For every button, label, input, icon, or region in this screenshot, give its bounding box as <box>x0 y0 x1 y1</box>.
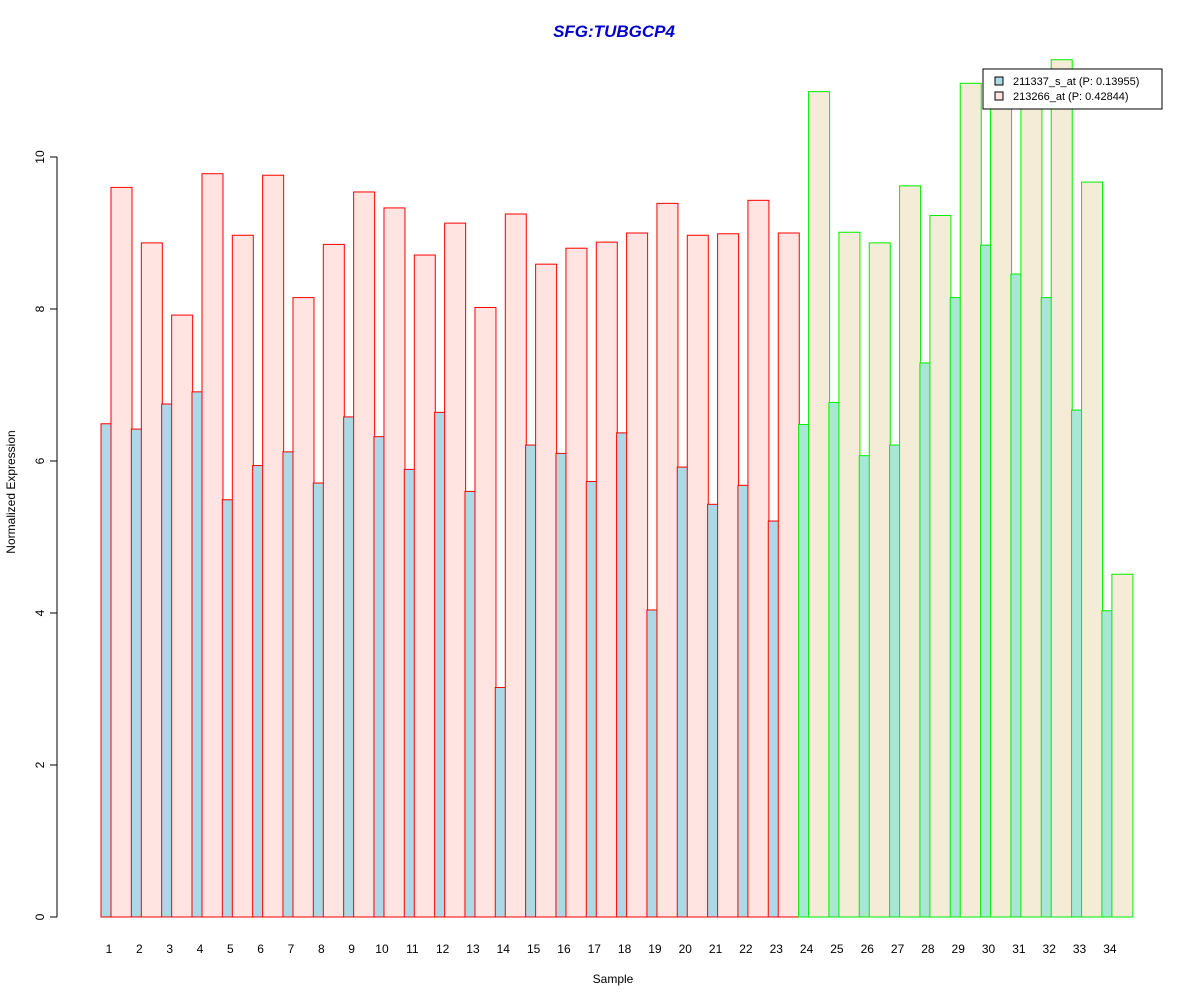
x-tick-label: 8 <box>318 942 325 956</box>
bar-series2-sample-30 <box>990 95 1013 918</box>
bar-series2-sample-11 <box>413 254 436 918</box>
x-tick-labels: 1 2 3 4 5 6 7 8 9 10 11 12 13 14 15 16 17 18 19 20 21 22 23 24 2… <box>106 942 1117 956</box>
x-tick-label: 24 <box>800 942 814 956</box>
legend-label: 213266_at (P: 0.42844) <box>1013 91 1129 103</box>
legend-swatch <box>994 91 1004 101</box>
x-tick-label: 15 <box>527 942 541 956</box>
x-tick-label: 11 <box>406 942 419 956</box>
y-tick-label: 10 <box>33 150 47 164</box>
bar-series2-sample-10 <box>383 207 406 918</box>
x-tick-label: 33 <box>1073 942 1087 956</box>
y-axis: 0 2 4 6 8 10 <box>33 150 58 920</box>
bar-series2-sample-19 <box>656 202 679 918</box>
legend-label: 211337_s_at (P: 0.13955) <box>1013 76 1139 88</box>
bar-series2-sample-28 <box>929 215 952 918</box>
y-tick-label: 0 <box>33 913 47 920</box>
bar-series2-sample-2 <box>140 242 163 918</box>
x-tick-label: 18 <box>618 942 632 956</box>
bar-series2-sample-21 <box>717 233 740 918</box>
x-tick-label: 30 <box>982 942 996 956</box>
bar-series2-sample-31 <box>1020 101 1043 918</box>
y-tick-label: 6 <box>33 457 47 464</box>
x-tick-label: 34 <box>1103 942 1117 956</box>
x-tick-label: 25 <box>830 942 844 956</box>
y-tick-label: 4 <box>33 609 47 616</box>
x-tick-label: 9 <box>348 942 355 956</box>
bar-series2-sample-13 <box>474 306 497 918</box>
bar-series2-sample-27 <box>899 185 922 918</box>
x-tick-label: 17 <box>588 942 602 956</box>
chart-title: SFG:TUBGCP4 <box>553 22 675 41</box>
x-tick-label: 5 <box>227 942 234 956</box>
x-tick-label: 22 <box>739 942 753 956</box>
bar-series2-sample-18 <box>626 232 649 918</box>
bar-series2-sample-33 <box>1081 181 1104 918</box>
bar-series2-sample-24 <box>808 91 831 918</box>
bar-series2-sample-29 <box>959 82 982 918</box>
bar-series2-sample-26 <box>868 242 891 918</box>
y-tick-label: 8 <box>33 305 47 312</box>
bar-series2-sample-8 <box>322 243 345 918</box>
bar-series2-sample-20 <box>686 234 709 918</box>
x-tick-label: 6 <box>257 942 264 956</box>
x-tick-label: 2 <box>136 942 143 956</box>
bar-series2-sample-12 <box>444 222 467 918</box>
bar-series2-sample-17 <box>595 241 618 918</box>
x-tick-label: 29 <box>952 942 966 956</box>
bar-series2-sample-7 <box>292 297 315 918</box>
x-tick-label: 21 <box>709 942 723 956</box>
x-tick-label: 3 <box>166 942 173 956</box>
bar-series2-sample-6 <box>262 174 285 918</box>
x-tick-label: 28 <box>921 942 935 956</box>
x-tick-label: 7 <box>288 942 295 956</box>
x-tick-label: 12 <box>436 942 450 956</box>
x-tick-label: 23 <box>770 942 784 956</box>
bar-series2-sample-32 <box>1050 59 1073 918</box>
x-tick-label: 1 <box>106 942 113 956</box>
bars-layer <box>100 59 1134 918</box>
bar-series2-sample-3 <box>171 314 194 918</box>
bar-series2-sample-9 <box>353 191 376 918</box>
bar-series2-sample-25 <box>838 231 861 918</box>
x-tick-label: 31 <box>1012 942 1026 956</box>
x-tick-label: 32 <box>1043 942 1057 956</box>
bar-series2-sample-23 <box>777 232 800 918</box>
y-tick-label: 2 <box>33 761 47 768</box>
bar-series2-sample-15 <box>535 263 558 918</box>
x-tick-label: 13 <box>466 942 480 956</box>
bar-series2-sample-34 <box>1111 573 1134 918</box>
bar-series2-sample-5 <box>231 234 254 918</box>
x-tick-label: 19 <box>648 942 662 956</box>
x-tick-label: 4 <box>197 942 204 956</box>
x-tick-label: 14 <box>497 942 511 956</box>
bar-series2-sample-1 <box>110 186 133 918</box>
bar-series2-sample-22 <box>747 199 770 918</box>
legend-swatch <box>994 76 1004 86</box>
y-axis-label: Normalized Expression <box>4 430 18 553</box>
legend-box <box>982 68 1163 110</box>
bar-series2-sample-4 <box>201 173 224 918</box>
legend: 211337_s_at (P: 0.13955) 213266_at (P: 0.… <box>982 68 1163 110</box>
x-tick-label: 20 <box>679 942 693 956</box>
x-tick-label: 10 <box>375 942 389 956</box>
x-tick-label: 26 <box>861 942 875 956</box>
bar-series2-sample-16 <box>565 247 588 918</box>
x-tick-label: 16 <box>557 942 571 956</box>
bar-series2-sample-14 <box>504 213 527 918</box>
x-tick-label: 27 <box>891 942 905 956</box>
x-axis-label: Sample <box>593 972 634 986</box>
